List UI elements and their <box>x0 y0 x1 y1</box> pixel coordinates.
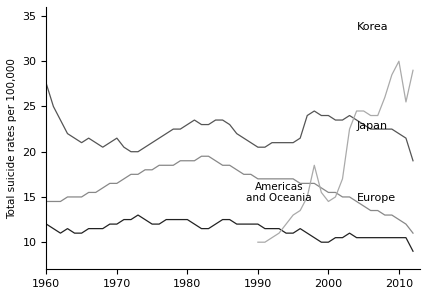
Text: Korea: Korea <box>356 22 387 32</box>
Y-axis label: Total suicide rates per 100,000: Total suicide rates per 100,000 <box>7 58 17 218</box>
Text: Japan: Japan <box>356 121 387 131</box>
Text: Europe: Europe <box>356 194 395 203</box>
Text: Americas
and Oceania: Americas and Oceania <box>246 182 311 203</box>
